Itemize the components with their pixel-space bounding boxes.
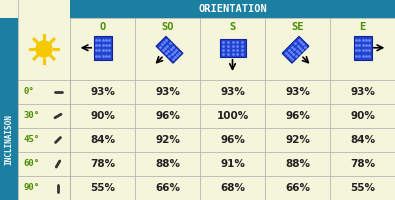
Text: 96%: 96% — [285, 111, 310, 121]
Text: 90°: 90° — [23, 184, 39, 192]
Text: 96%: 96% — [155, 111, 180, 121]
Text: 96%: 96% — [220, 135, 245, 145]
Text: 55%: 55% — [350, 183, 375, 193]
Text: 93%: 93% — [155, 87, 180, 97]
Text: O: O — [100, 22, 105, 32]
Text: INCLINAISON: INCLINAISON — [4, 115, 13, 165]
Polygon shape — [156, 36, 183, 63]
Text: 78%: 78% — [350, 159, 375, 169]
Text: 88%: 88% — [285, 159, 310, 169]
Text: 92%: 92% — [285, 135, 310, 145]
Text: 60°: 60° — [23, 160, 39, 168]
Bar — [0, 18, 18, 200]
Text: 91%: 91% — [220, 159, 245, 169]
Text: 66%: 66% — [155, 183, 180, 193]
Text: 92%: 92% — [155, 135, 180, 145]
Text: 88%: 88% — [155, 159, 180, 169]
Text: SE: SE — [291, 22, 304, 32]
Text: 84%: 84% — [350, 135, 375, 145]
Text: 84%: 84% — [90, 135, 115, 145]
Text: 93%: 93% — [350, 87, 375, 97]
Text: SO: SO — [161, 22, 174, 32]
Text: 0°: 0° — [23, 88, 34, 97]
Text: 55%: 55% — [90, 183, 115, 193]
Text: S: S — [229, 22, 236, 32]
Polygon shape — [220, 39, 246, 57]
Text: 100%: 100% — [216, 111, 248, 121]
Text: 93%: 93% — [90, 87, 115, 97]
Text: ORIENTATION: ORIENTATION — [198, 4, 267, 14]
Text: 90%: 90% — [350, 111, 375, 121]
Polygon shape — [94, 36, 111, 60]
Text: 66%: 66% — [285, 183, 310, 193]
Bar — [70, 0, 395, 18]
Text: 68%: 68% — [220, 183, 245, 193]
Text: 30°: 30° — [23, 112, 39, 120]
Polygon shape — [282, 36, 309, 63]
Text: 78%: 78% — [90, 159, 115, 169]
Polygon shape — [354, 36, 372, 60]
Text: 93%: 93% — [285, 87, 310, 97]
Circle shape — [36, 41, 52, 57]
Text: 93%: 93% — [220, 87, 245, 97]
Text: 45°: 45° — [23, 136, 39, 144]
Text: E: E — [359, 22, 366, 32]
Text: 90%: 90% — [90, 111, 115, 121]
